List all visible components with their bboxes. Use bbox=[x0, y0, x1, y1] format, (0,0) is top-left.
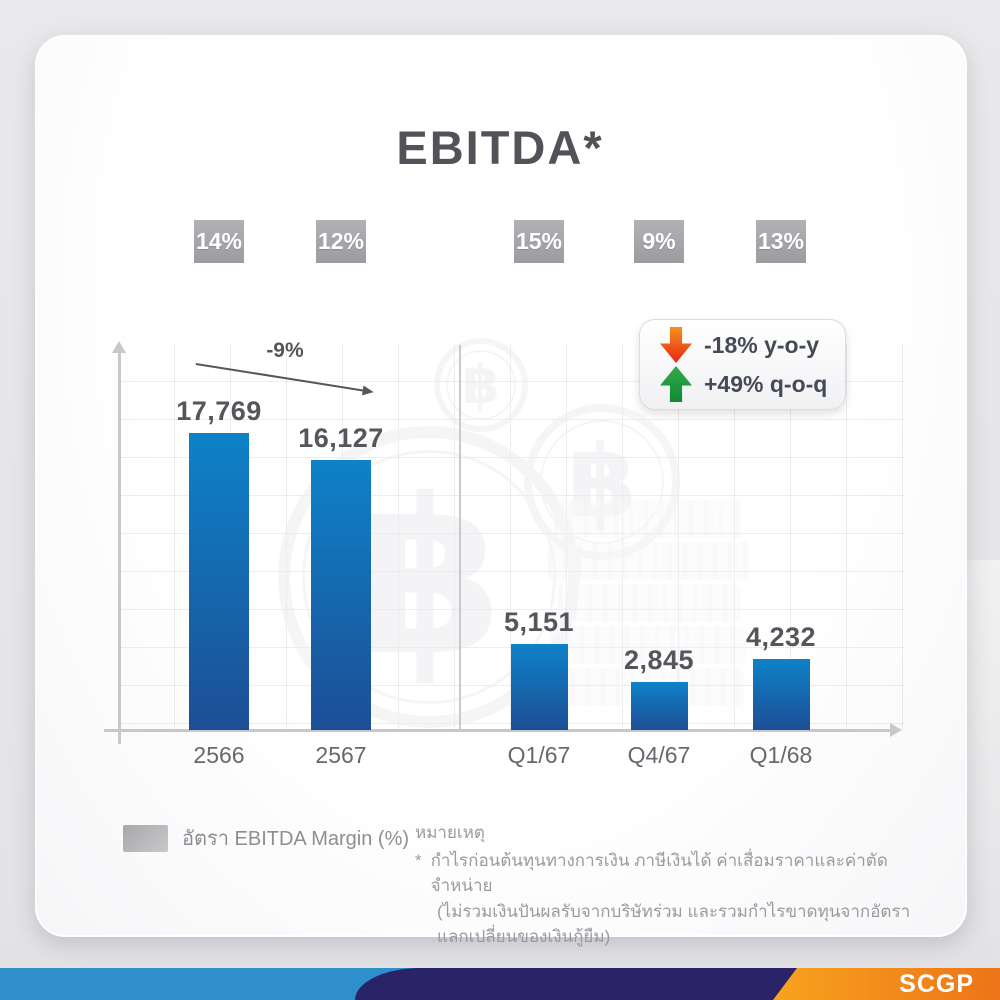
margin-badge-Q4/67: 9% bbox=[634, 220, 684, 263]
margin-badge-Q1/68: 13% bbox=[756, 220, 806, 263]
value-label-2567: 16,127 bbox=[298, 423, 384, 453]
y-axis-arrow-icon bbox=[112, 341, 126, 353]
value-label-Q4/67: 2,845 bbox=[623, 645, 695, 675]
yoy-change-row: -18% y-o-y bbox=[660, 327, 835, 363]
value-label-Q1/68: 4,232 bbox=[745, 622, 817, 652]
value-label-Q1/67: 5,151 bbox=[503, 607, 575, 637]
value-label-2566: 17,769 bbox=[176, 396, 262, 426]
footer-navy-segment bbox=[355, 968, 800, 1000]
trend-change-label: -9% bbox=[266, 339, 304, 362]
asterisk-marker: * bbox=[415, 850, 422, 870]
footnote-line-2: (ไม่รวมเงินปันผลรับจากบริษัทร่วม และรวมก… bbox=[437, 901, 911, 947]
change-stat-box: -18% y-o-y +49% q-o-q bbox=[639, 319, 846, 410]
x-label-2566: 2566 bbox=[193, 742, 245, 768]
bar-Q1/67 bbox=[510, 644, 568, 730]
margin-badge-2566: 14% bbox=[194, 220, 244, 263]
yoy-change-label: -18% y-o-y bbox=[704, 331, 820, 358]
y-axis bbox=[118, 352, 121, 744]
footer-orange-segment: SCGP bbox=[773, 968, 1000, 1000]
legend-label: อัตรา EBITDA Margin (%) bbox=[182, 828, 410, 850]
x-label-Q4/67: Q4/67 bbox=[627, 742, 691, 768]
footer-brand-bar: SCGP bbox=[0, 968, 1000, 1000]
scgp-logo: SCGP bbox=[899, 969, 974, 998]
bar-2566 bbox=[189, 433, 249, 730]
footnote-text-1: กำไรก่อนต้นทุนทางการเงิน ภาษีเงินได้ ค่า… bbox=[430, 850, 888, 896]
x-label-Q1/68: Q1/68 bbox=[749, 742, 813, 768]
qoq-change-row: +49% q-o-q bbox=[660, 366, 835, 402]
legend-swatch-ebitda-margin bbox=[123, 824, 168, 852]
footnotes: หมายเหตุ * กำไรก่อนต้นทุนทางการเงิน ภาษี… bbox=[415, 820, 935, 950]
x-label-Q1/67: Q1/67 bbox=[507, 742, 571, 768]
footnote-heading: หมายเหตุ bbox=[415, 823, 485, 842]
footnote-line-1: * กำไรก่อนต้นทุนทางการเงิน ภาษีเงินได้ ค… bbox=[415, 848, 935, 899]
arrow-down-icon bbox=[660, 327, 692, 363]
page-title: EBITDA* bbox=[396, 121, 604, 174]
x-label-2567: 2567 bbox=[315, 742, 367, 768]
bar-Q4/67 bbox=[630, 682, 688, 730]
x-axis bbox=[104, 729, 892, 732]
legend: อัตรา EBITDA Margin (%) bbox=[123, 822, 409, 854]
group-divider-line bbox=[459, 345, 461, 731]
bar-Q1/68 bbox=[752, 659, 810, 730]
margin-badge-2567: 12% bbox=[316, 220, 366, 263]
bar-2567 bbox=[311, 460, 371, 730]
x-axis-arrow-icon bbox=[890, 723, 902, 737]
margin-badge-Q1/67: 15% bbox=[514, 220, 564, 263]
qoq-change-label: +49% q-o-q bbox=[704, 370, 828, 397]
arrow-up-icon bbox=[660, 366, 692, 402]
